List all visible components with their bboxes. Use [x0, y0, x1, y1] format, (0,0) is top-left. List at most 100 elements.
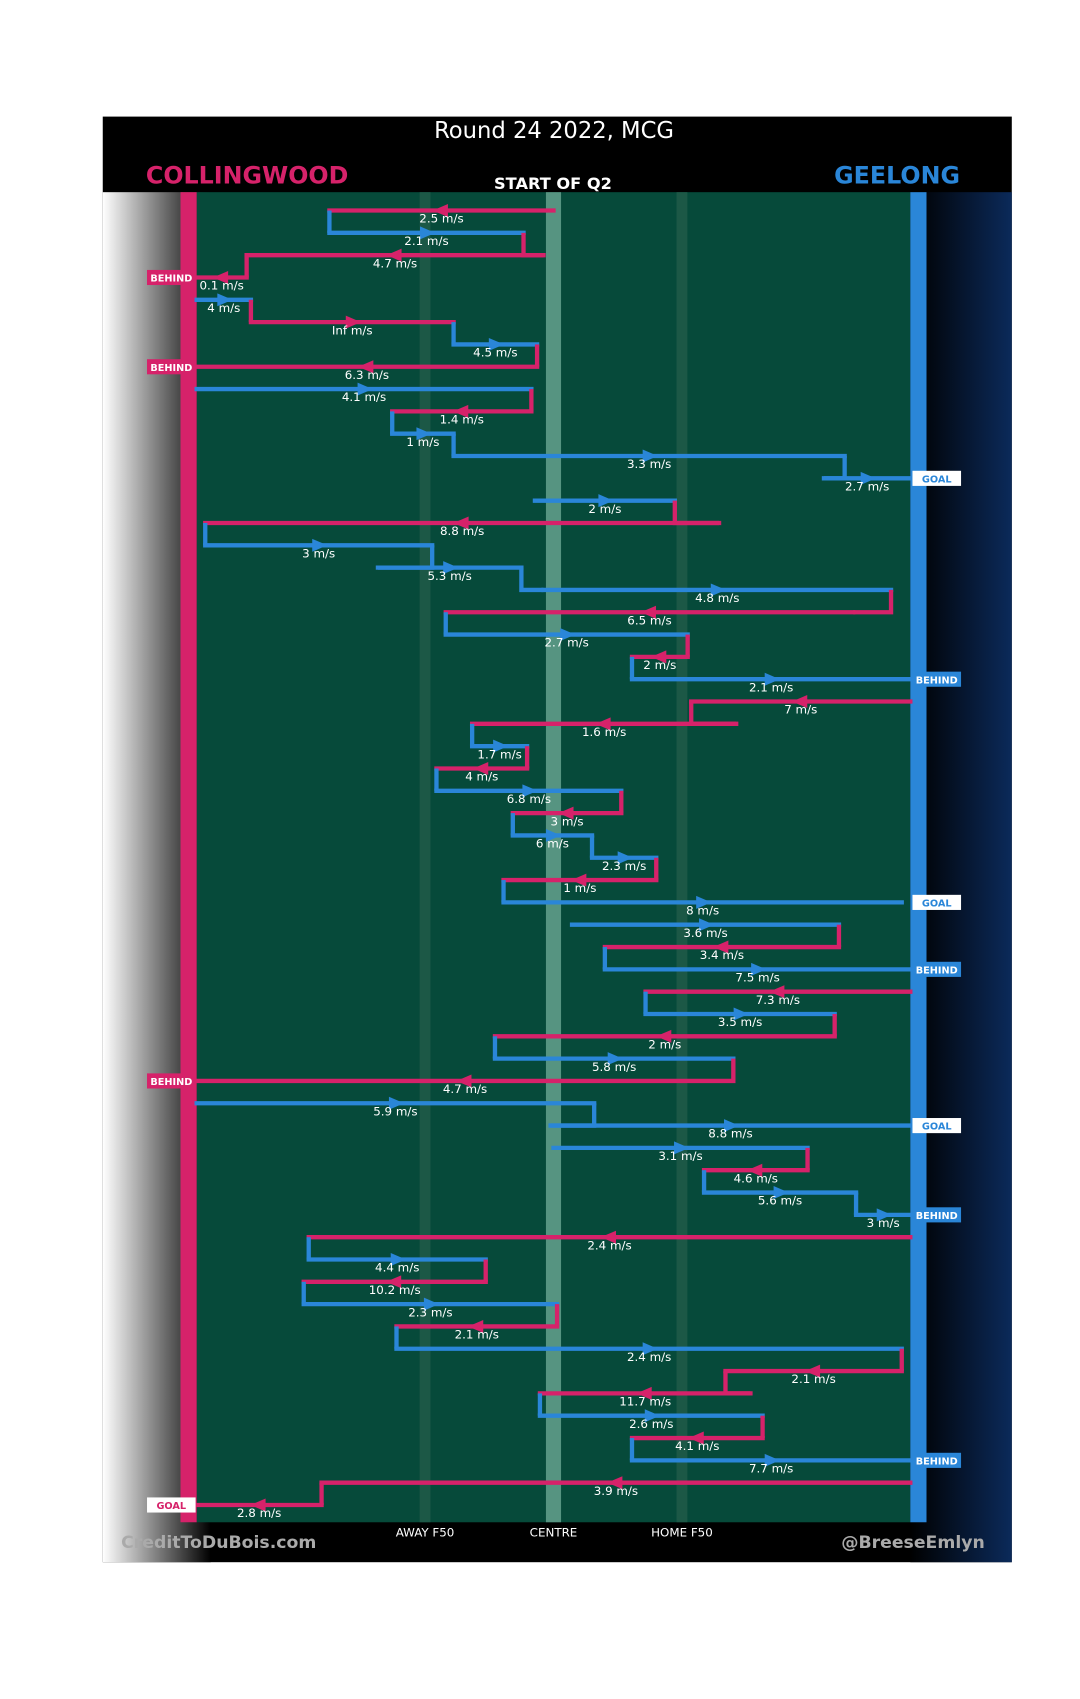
- arrowhead: [522, 784, 538, 798]
- speed-label: 3 m/s: [551, 814, 584, 828]
- speed-label: 0.1 m/s: [199, 279, 243, 293]
- arrowhead: [595, 717, 611, 731]
- speed-label: 2.3 m/s: [408, 1305, 452, 1319]
- credit-right: @BreeseEmlyn: [841, 1533, 985, 1553]
- result-label: GOAL: [922, 898, 952, 909]
- arrowhead: [250, 1498, 266, 1512]
- arrowhead: [696, 895, 712, 909]
- title: Round 24 2022, MCG: [434, 118, 674, 144]
- arrowhead: [453, 516, 469, 530]
- arrowhead: [747, 1163, 763, 1177]
- arrowhead: [792, 695, 808, 709]
- speed-label: 2.8 m/s: [237, 1506, 281, 1520]
- speed-label: 7.7 m/s: [749, 1461, 793, 1475]
- speed-label: 2.6 m/s: [629, 1417, 673, 1431]
- speed-label: 4.4 m/s: [375, 1261, 419, 1275]
- arrowhead: [473, 762, 489, 775]
- result-label: BEHIND: [150, 1077, 192, 1088]
- arrowhead: [456, 1074, 472, 1088]
- speed-label: 3.4 m/s: [700, 948, 744, 962]
- arrowhead: [598, 494, 614, 508]
- arrowhead: [416, 427, 432, 441]
- speed-label: 4.1 m/s: [342, 390, 386, 404]
- speed-label: 3.1 m/s: [658, 1149, 702, 1163]
- arrowhead: [357, 382, 373, 396]
- field-marker: [676, 192, 688, 1523]
- arrowhead: [558, 806, 574, 820]
- speed-label: 2.1 m/s: [749, 680, 793, 694]
- result-tag: [147, 269, 196, 286]
- connector: [519, 567, 544, 593]
- arrowhead: [388, 1096, 405, 1110]
- speed-label: Inf m/s: [332, 323, 373, 337]
- result-label: BEHIND: [150, 274, 192, 285]
- speed-label: 2.1 m/s: [404, 234, 448, 248]
- speed-label: 2.7 m/s: [845, 479, 889, 493]
- x-tick-label: CENTRE: [530, 1526, 578, 1540]
- speed-label: 5.6 m/s: [758, 1194, 802, 1208]
- subtitle: START OF Q2: [494, 174, 612, 193]
- speed-label: 8.8 m/s: [440, 524, 484, 538]
- result-label: BEHIND: [916, 1456, 958, 1467]
- speed-label: 4.5 m/s: [473, 346, 517, 360]
- away-team: GEELONG: [834, 162, 960, 190]
- speed-label: 2.4 m/s: [587, 1238, 631, 1252]
- credit-left: CreditToDuBois.com: [121, 1533, 316, 1553]
- speed-label: 7.3 m/s: [756, 993, 800, 1007]
- arrowhead: [217, 293, 233, 307]
- arrowhead: [876, 1208, 892, 1222]
- result-label: GOAL: [156, 1501, 186, 1512]
- arrowhead: [713, 940, 729, 954]
- arrowhead: [443, 561, 459, 575]
- arrowhead: [386, 248, 402, 262]
- arrowhead: [688, 1431, 704, 1445]
- home-team: COLLINGWOOD: [146, 162, 348, 190]
- speed-label: 7.5 m/s: [735, 970, 779, 984]
- result-label: BEHIND: [150, 363, 192, 374]
- speed-label: 1.6 m/s: [582, 725, 626, 739]
- arrowhead: [571, 873, 587, 887]
- speed-label: 3.5 m/s: [718, 1015, 762, 1029]
- arrowhead: [710, 583, 726, 597]
- speed-label: 6.8 m/s: [507, 792, 551, 806]
- speed-label: 4 m/s: [465, 770, 498, 784]
- x-tick-label: AWAY F50: [396, 1526, 455, 1540]
- speed-label: 5.9 m/s: [373, 1104, 417, 1118]
- speed-label: 5.8 m/s: [592, 1060, 636, 1074]
- arrowhead: [764, 1453, 780, 1467]
- result-tag: [912, 1452, 962, 1468]
- arrowhead: [769, 985, 785, 999]
- arrowhead: [860, 471, 876, 485]
- speed-label: 2.1 m/s: [791, 1372, 835, 1386]
- arrowhead: [699, 918, 715, 932]
- speed-label: 2.4 m/s: [627, 1350, 671, 1364]
- speed-label: 1 m/s: [563, 881, 596, 895]
- arrowhead: [419, 226, 436, 240]
- speed-label: 4 m/s: [207, 301, 240, 315]
- speed-label: 2.3 m/s: [602, 859, 646, 873]
- result-label: BEHIND: [916, 1211, 958, 1222]
- speed-label: 11.7 m/s: [619, 1395, 671, 1409]
- arrowhead: [804, 1364, 821, 1378]
- speed-label: 1.7 m/s: [477, 747, 521, 761]
- arrowhead: [390, 1253, 406, 1266]
- result-tag: [147, 1497, 196, 1513]
- arrowhead: [358, 360, 374, 374]
- speed-label: 2.5 m/s: [419, 212, 463, 226]
- result-tag: [147, 359, 196, 375]
- arrowhead: [545, 828, 562, 842]
- speed-label: 1.4 m/s: [440, 413, 484, 427]
- arrowhead: [751, 962, 767, 976]
- speed-label: 4.7 m/s: [443, 1082, 487, 1096]
- speed-label: 2 m/s: [648, 1037, 681, 1051]
- arrowhead: [764, 672, 780, 686]
- arrowhead: [488, 337, 504, 351]
- speed-label: 1 m/s: [406, 435, 439, 449]
- arrowhead: [642, 449, 658, 463]
- arrowhead: [773, 1186, 789, 1200]
- arrowhead: [733, 1007, 749, 1021]
- arrowhead: [600, 1230, 616, 1244]
- speed-label: 2 m/s: [643, 658, 676, 672]
- speed-label: 8 m/s: [686, 904, 719, 918]
